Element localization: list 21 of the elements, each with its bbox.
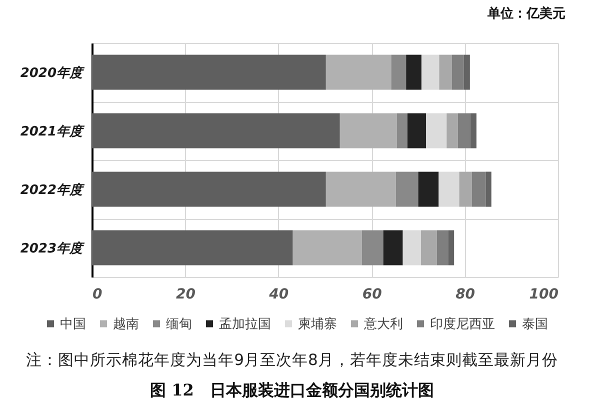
- legend-label: 印度尼西亚: [430, 316, 495, 332]
- y-tick-label: 2022年度: [20, 182, 86, 198]
- legend-label: 中国: [60, 316, 86, 332]
- y-tick-label: 2023年度: [20, 240, 86, 256]
- x-tick-label: 20: [176, 286, 196, 302]
- x-tick-label: 80: [456, 286, 476, 302]
- legend-label: 缅甸: [166, 316, 192, 332]
- legend-label: 意大利: [363, 316, 403, 332]
- x-axis-title: 单位：亿美元: [486, 6, 566, 22]
- x-tick-label: 100: [529, 286, 559, 302]
- y-tick-label: 2021年度: [20, 123, 86, 140]
- legend-label: 泰国: [522, 316, 548, 332]
- y-tick-label: 2020年度: [20, 64, 86, 81]
- legend-label: 越南: [113, 316, 139, 332]
- text: 图 12 日本服装进口金额分国别统计图: [150, 380, 434, 400]
- legend-label: 柬埔寨: [298, 316, 337, 332]
- text: 注：图中所示棉花年度为当年9月至次年8月，若年度未结束则截至最新月份: [26, 351, 558, 369]
- x-tick-label: 40: [268, 286, 289, 302]
- x-tick-label: 0: [92, 286, 102, 302]
- x-tick-label: 60: [362, 286, 382, 302]
- legend-label: 孟加拉国: [219, 316, 271, 332]
